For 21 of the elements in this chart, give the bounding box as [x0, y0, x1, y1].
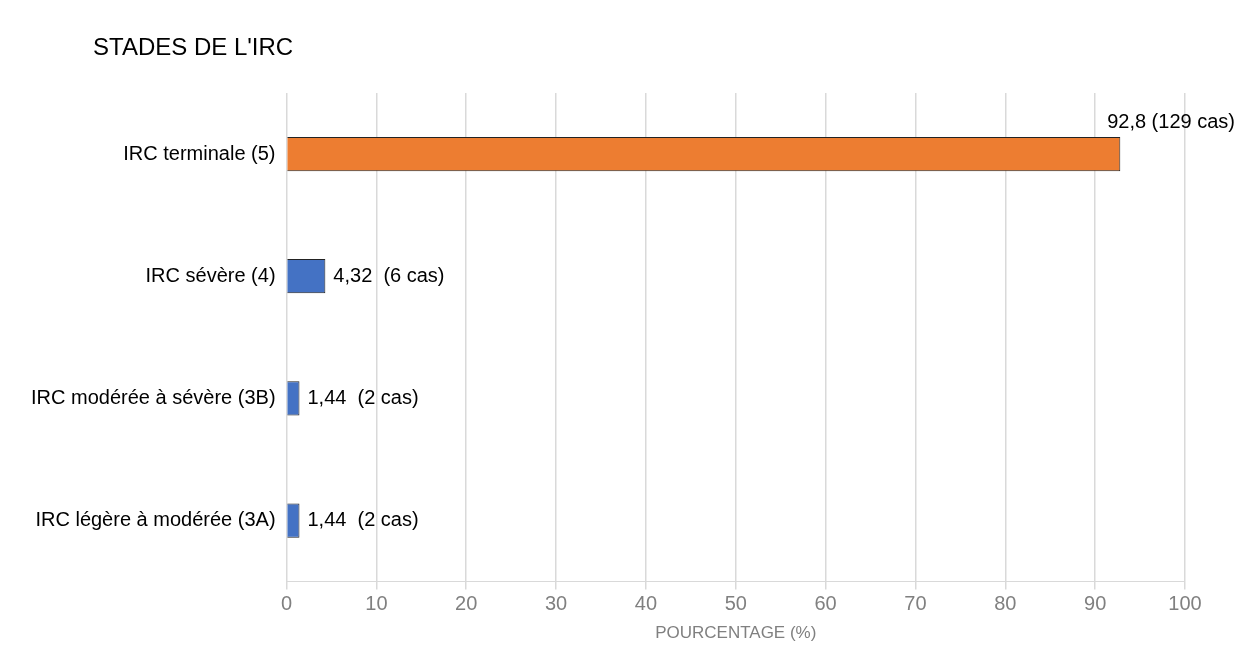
- x-tick-label: 70: [904, 592, 927, 615]
- y-tick-label: IRC sévère (4): [145, 263, 276, 286]
- x-tick-label: 90: [1084, 592, 1107, 615]
- x-tick-label: 50: [724, 592, 747, 615]
- y-tick-label: IRC légère à modérée (3A): [35, 508, 276, 531]
- y-axis-title: STADES DE L'IRC: [93, 32, 294, 60]
- x-tick-label: 60: [814, 592, 837, 615]
- data-label: 1,44 (2 cas): [307, 508, 419, 531]
- x-tick-label: 30: [544, 592, 568, 615]
- x-tick-label: 20: [455, 592, 478, 615]
- x-axis-title: POURCENTAGE (%): [655, 623, 817, 643]
- data-label: 92,8 (129 cas): [1107, 110, 1235, 133]
- y-tick-label: IRC terminale (5): [123, 141, 276, 164]
- y-tick-label: IRC modérée à sévère (3B): [30, 385, 276, 408]
- x-tick-label: 10: [365, 592, 388, 615]
- x-tick-label: 80: [994, 592, 1017, 615]
- data-label: 1,44 (2 cas): [307, 385, 419, 408]
- data-label: 4,32 (6 cas): [333, 263, 445, 286]
- x-tick-label: 40: [634, 592, 658, 615]
- x-tick-label: 0: [280, 592, 293, 615]
- x-tick-label: 100: [1168, 592, 1202, 615]
